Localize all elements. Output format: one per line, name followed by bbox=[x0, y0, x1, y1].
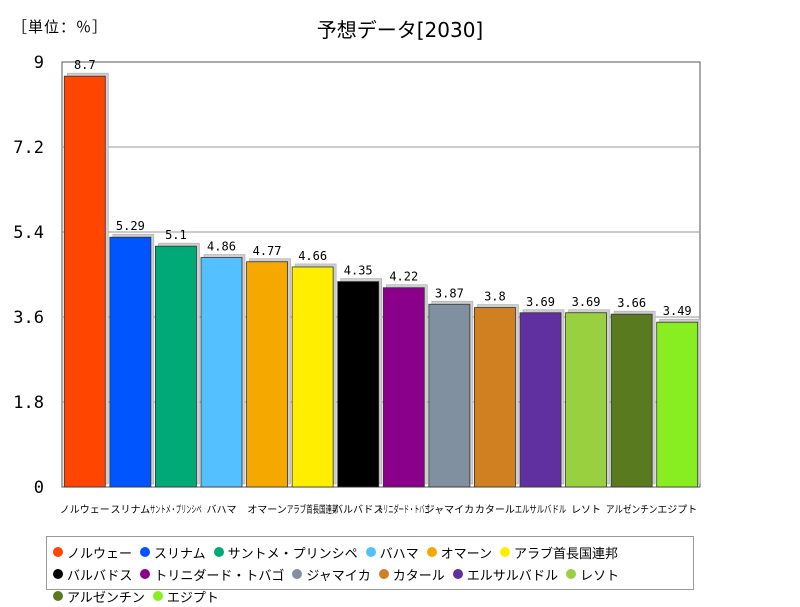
legend-marker bbox=[566, 569, 577, 579]
y-tick-label: 1.8 bbox=[13, 393, 44, 413]
y-tick-label: 7.2 bbox=[13, 138, 44, 158]
y-tick-label: 3.6 bbox=[13, 308, 44, 328]
legend-marker bbox=[152, 591, 163, 601]
legend-label: トリニダード・トバゴ bbox=[154, 568, 285, 584]
legend-label: アルゼンチン bbox=[67, 590, 145, 606]
data-label: 5.1 bbox=[165, 228, 187, 242]
x-tick-label: レソト bbox=[571, 505, 601, 516]
bar bbox=[109, 236, 152, 488]
legend-marker bbox=[53, 591, 63, 601]
y-tick-label: 0 bbox=[34, 478, 44, 498]
legend-item: アルゼンチン bbox=[53, 585, 145, 607]
x-tick-label: エジプト bbox=[657, 504, 697, 516]
legend-item: エジプト bbox=[152, 585, 219, 607]
data-label: 3.69 bbox=[572, 295, 601, 309]
data-label: 4.22 bbox=[389, 270, 418, 284]
x-tick-label: バルバドス bbox=[333, 504, 383, 516]
legend-marker bbox=[426, 547, 437, 557]
bar bbox=[382, 287, 425, 488]
x-tick-label: スリナム bbox=[111, 504, 151, 516]
legend-item: カタール bbox=[378, 563, 445, 585]
bar bbox=[63, 75, 106, 488]
bar bbox=[610, 313, 653, 488]
legend-label: カタール bbox=[392, 568, 445, 584]
legend-item: トリニダード・トバゴ bbox=[140, 563, 284, 585]
legend-marker bbox=[140, 569, 151, 579]
x-tick-label: エルサルバドル bbox=[515, 504, 567, 516]
bar bbox=[246, 261, 288, 488]
bar bbox=[155, 245, 197, 488]
legend-label: エジプト bbox=[166, 590, 219, 606]
data-label: 5.29 bbox=[116, 219, 145, 233]
y-tick-label: 5.4 bbox=[13, 223, 44, 243]
data-label: 4.86 bbox=[207, 240, 236, 254]
bar-chart: 9 7.2 5.4 3.6 1.8 0 8.7 ノルウェー 5.29 スリナム 5.1 サントメ・プリ… bbox=[13, 53, 702, 516]
legend-item: バハマ bbox=[365, 541, 419, 563]
data-label: 3.8 bbox=[484, 290, 506, 304]
data-label: 4.66 bbox=[298, 249, 327, 263]
legend-label: バハマ bbox=[379, 546, 419, 562]
legend-label: オマーン bbox=[440, 546, 493, 562]
legend-item: サントメ・プリンシペ bbox=[213, 541, 358, 563]
data-label: 3.87 bbox=[435, 286, 464, 300]
legend-label: レソト bbox=[580, 568, 620, 584]
bar bbox=[200, 257, 243, 488]
legend: ノルウェー スリナム サントメ・プリンシペ バハマ オマーン アラブ首長国連邦バルバドス ト… bbox=[46, 536, 694, 606]
legend-item: ジャマイカ bbox=[292, 563, 371, 585]
x-tick-label: バハマ bbox=[207, 504, 237, 516]
x-tick-label: アラブ首長国連邦 bbox=[287, 503, 339, 516]
bar bbox=[519, 312, 562, 488]
legend-item: ノルウェー bbox=[53, 541, 132, 563]
legend-item: エルサルバドル bbox=[452, 563, 559, 585]
legend-item: バルバドス bbox=[53, 563, 132, 585]
bar bbox=[474, 307, 516, 488]
legend-marker bbox=[213, 547, 224, 557]
bar bbox=[656, 321, 699, 488]
legend-marker bbox=[53, 569, 63, 579]
legend-marker bbox=[365, 547, 376, 557]
unit-label: ［単位：％］ bbox=[12, 18, 109, 36]
legend-label: バルバドス bbox=[67, 568, 133, 584]
legend-marker bbox=[140, 547, 151, 557]
bar bbox=[428, 303, 471, 488]
legend-label: エルサルバドル bbox=[466, 568, 559, 584]
data-label: 3.66 bbox=[617, 296, 646, 310]
legend-label: ノルウェー bbox=[67, 546, 133, 562]
bar bbox=[337, 281, 380, 488]
legend-label: ジャマイカ bbox=[306, 568, 371, 584]
legend-label: サントメ・プリンシペ bbox=[227, 546, 358, 562]
legend-marker bbox=[292, 569, 303, 579]
chart-title: 予想データ[2030] bbox=[316, 18, 484, 42]
legend-marker bbox=[500, 547, 511, 557]
data-label: 4.35 bbox=[344, 264, 373, 278]
legend-item: オマーン bbox=[426, 541, 493, 563]
legend-marker bbox=[53, 547, 63, 557]
x-tick-label: アルゼンチン bbox=[606, 504, 658, 516]
x-tick-label: ジャマイカ bbox=[425, 504, 475, 516]
x-tick-label: トリニダード・トバゴ bbox=[378, 503, 430, 516]
legend-marker bbox=[378, 569, 389, 579]
x-tick-label: カタール bbox=[475, 504, 515, 516]
data-label: 3.69 bbox=[526, 295, 555, 309]
legend-item: アラブ首長国連邦 bbox=[500, 541, 618, 563]
legend-item: レソト bbox=[566, 563, 619, 585]
bar bbox=[291, 266, 334, 488]
legend-label: アラブ首長国連邦 bbox=[514, 546, 619, 562]
x-tick-label: サントメ・プリンシペ bbox=[150, 504, 202, 516]
legend-label: スリナム bbox=[154, 546, 206, 562]
y-tick-label: 9 bbox=[34, 53, 44, 73]
data-label: 3.49 bbox=[663, 304, 692, 318]
legend-marker bbox=[452, 569, 463, 579]
data-label: 8.7 bbox=[74, 58, 96, 72]
x-tick-label: オマーン bbox=[247, 504, 287, 516]
x-tick-label: ノルウェー bbox=[60, 504, 110, 516]
bar bbox=[565, 312, 607, 488]
data-label: 4.77 bbox=[253, 244, 282, 258]
legend-item: スリナム bbox=[140, 541, 206, 563]
